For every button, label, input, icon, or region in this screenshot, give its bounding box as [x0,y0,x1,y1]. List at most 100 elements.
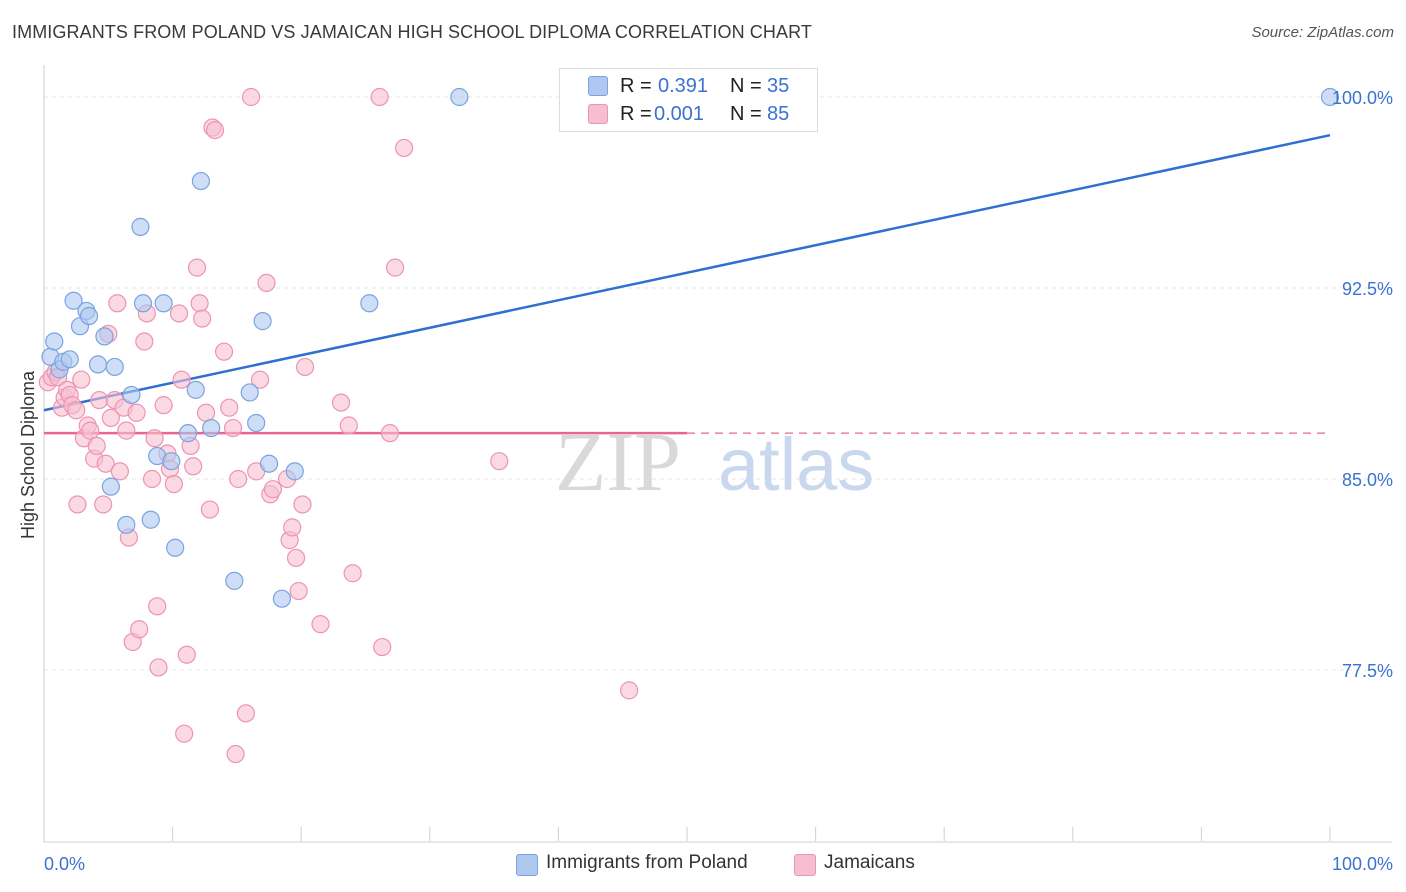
poland-point [166,538,185,557]
x-tick-label: 0.0% [44,854,85,874]
data-points [38,87,1340,764]
jamaica-point [154,396,173,415]
jamaica-point [295,357,315,377]
jamaica-point [96,454,115,473]
jamaica-point [343,564,362,583]
chart-title: IMMIGRANTS FROM POLAND VS JAMAICAN HIGH … [12,22,812,42]
poland-point [60,350,79,369]
jamaica-point [149,658,168,677]
watermark-atlas: atlas [718,423,874,506]
jamaica-point [130,620,149,639]
y-axis-label: High School Diploma [18,370,38,539]
poland-legend-swatch [516,854,538,876]
y-tick-label: 92.5% [1342,279,1393,299]
jamaica-point [135,332,154,351]
jamaica-point [193,309,212,328]
jamaica-swatch [588,104,608,124]
jamaica-point [127,403,146,422]
jamaica-point [87,436,106,455]
poland-point [45,332,64,351]
jamaica-point [293,495,312,514]
jamaica-point [164,474,183,494]
poland-point [133,294,153,313]
poland-point [225,571,244,590]
poland-point [79,306,99,326]
poland-point [105,357,124,377]
poland-point [117,515,136,534]
jamaica-point [385,258,405,277]
jamaica-point [283,518,302,537]
jamaica-point [373,637,392,657]
watermark: ZIP atlas [555,416,874,509]
poland-point [186,380,205,399]
poland-point [154,294,173,313]
poland-point [191,171,210,191]
jamaica-point [196,403,216,422]
jamaica-point [394,138,414,158]
jamaica-point [620,681,639,700]
jamaica-point [236,704,256,723]
jamaica-point [169,304,189,323]
x-tick-label: 100.0% [1332,854,1393,874]
jamaica-point [145,429,164,448]
n-value: 35 [767,74,790,97]
jamaica-point [331,393,351,412]
jamaica-point [257,273,276,293]
r-label: R = [620,102,652,125]
jamaica-point [380,424,400,443]
jamaica-point [177,645,196,664]
poland-point [162,452,181,471]
jamaica-point [289,581,308,601]
tick-labels: 77.5% 85.0% 92.5% 100.0% 0.0% 100.0% [44,88,1393,874]
poland-trend-line [43,133,1331,412]
y-tick-label: 85.0% [1342,470,1393,490]
jamaica-point [184,457,203,476]
poland-point [450,87,469,107]
jamaica-point [117,421,136,440]
watermark-zip: ZIP [555,416,681,509]
poland-point [247,413,266,433]
jamaica-point [101,408,120,427]
n-label: N = [730,102,762,125]
jamaica-point [490,452,509,471]
poland-point [101,477,120,496]
jamaica-point [67,401,86,420]
y-tick-label: 77.5% [1342,661,1393,681]
jamaica-point [370,87,389,107]
jamaica-point [205,121,225,140]
jamaica-point [250,370,270,389]
jamaica-point [214,342,234,361]
jamaica-point [220,398,239,417]
jamaica-legend-swatch [794,854,816,876]
jamaica-point [223,418,243,438]
trend-lines [43,133,1331,435]
poland-point [131,217,150,236]
poland-point [1320,87,1340,107]
poland-point [259,454,279,473]
jamaica-point [72,370,91,389]
poland-point [88,355,108,374]
poland-point [95,327,114,346]
legend-label-jamaica: Jamaicans [824,852,915,873]
jamaica-point [90,390,109,410]
poland-point [360,294,379,313]
jamaica-point [175,724,194,743]
jamaica-point [172,370,191,389]
n-label: N = [730,74,762,97]
jamaica-point [200,500,219,519]
jamaica-point [229,469,248,489]
axes [43,65,1392,843]
poland-point [253,312,272,331]
jamaica-point [286,548,306,568]
jamaica-point [81,421,100,440]
poland-point [141,510,160,529]
poland-swatch [588,76,608,96]
r-value: 0.001 [654,102,705,125]
jamaica-point [339,416,358,435]
poland-point [285,462,304,481]
jamaica-point [148,597,167,616]
legend-label-poland: Immigrants from Poland [546,852,748,873]
jamaica-point [241,87,261,107]
poland-point [122,385,141,405]
